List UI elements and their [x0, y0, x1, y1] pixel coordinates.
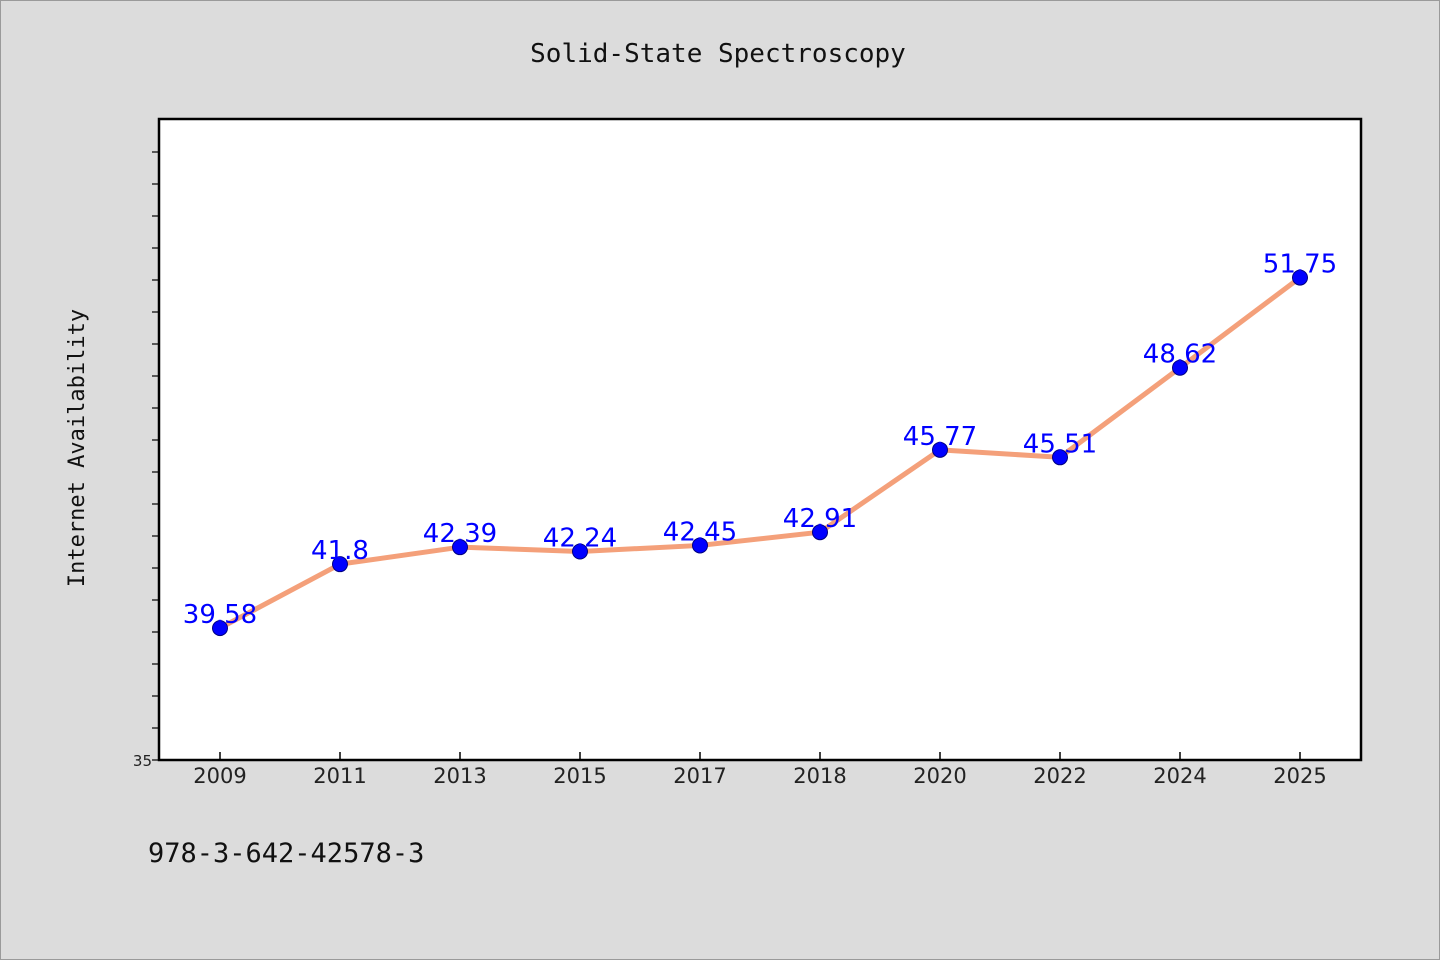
data-point-2020	[932, 441, 948, 458]
data-point-2011	[332, 556, 348, 573]
data-point-2022	[1052, 449, 1068, 466]
data-point-2013	[452, 539, 468, 556]
data-label-2009: 39.58	[183, 600, 257, 630]
data-labels: 39.58 41.8 42.39 42.24 42.45 42.91 45.77 45.51 4…	[183, 250, 1337, 630]
x-tick-label-2018: 2018	[793, 764, 846, 788]
x-axis-ticks	[219, 752, 1301, 760]
x-tick-label-2017: 2017	[673, 764, 726, 788]
footer-isbn: 978-3-642-42578-3	[148, 838, 424, 869]
data-label-2022: 45.51	[1023, 429, 1097, 459]
data-point-2017	[692, 537, 708, 554]
plot-area	[157, 117, 1363, 762]
x-tick-label-2020: 2020	[913, 764, 966, 788]
series-line	[217, 275, 1303, 631]
x-tick-label-2013: 2013	[433, 764, 486, 788]
data-label-2020: 45.77	[903, 422, 977, 452]
data-label-2017: 42.45	[663, 517, 737, 547]
x-tick-label-2022: 2022	[1033, 764, 1086, 788]
x-tick-labels: 2009 2011 2013 2015 2017 2018 2020 2022 2024 2025	[193, 764, 1326, 788]
data-label-2015: 42.24	[543, 523, 617, 553]
data-point-2024	[1172, 359, 1188, 376]
x-tick-label-2009: 2009	[193, 764, 246, 788]
data-point-2009	[212, 620, 228, 637]
x-tick-label-2024: 2024	[1153, 764, 1206, 788]
data-label-2018: 42.91	[783, 504, 857, 534]
data-label-2024: 48.62	[1143, 340, 1217, 370]
y-axis-ticks	[152, 151, 159, 761]
data-label-2025: 51.75	[1263, 250, 1337, 280]
data-point-2015	[572, 543, 588, 560]
series-markers	[212, 269, 1308, 637]
x-tick-label-2011: 2011	[313, 764, 366, 788]
x-tick-label-2015: 2015	[553, 764, 606, 788]
y-axis-label: Internet Availability	[65, 309, 90, 587]
data-point-2018	[812, 524, 828, 541]
data-label-2011: 41.8	[311, 536, 369, 566]
chart-title: Solid-State Spectroscopy	[530, 39, 906, 69]
data-label-2013: 42.39	[423, 519, 497, 549]
y-tick-label-min: 35	[133, 752, 152, 770]
data-point-2025	[1292, 269, 1308, 286]
x-tick-label-2025: 2025	[1273, 764, 1326, 788]
